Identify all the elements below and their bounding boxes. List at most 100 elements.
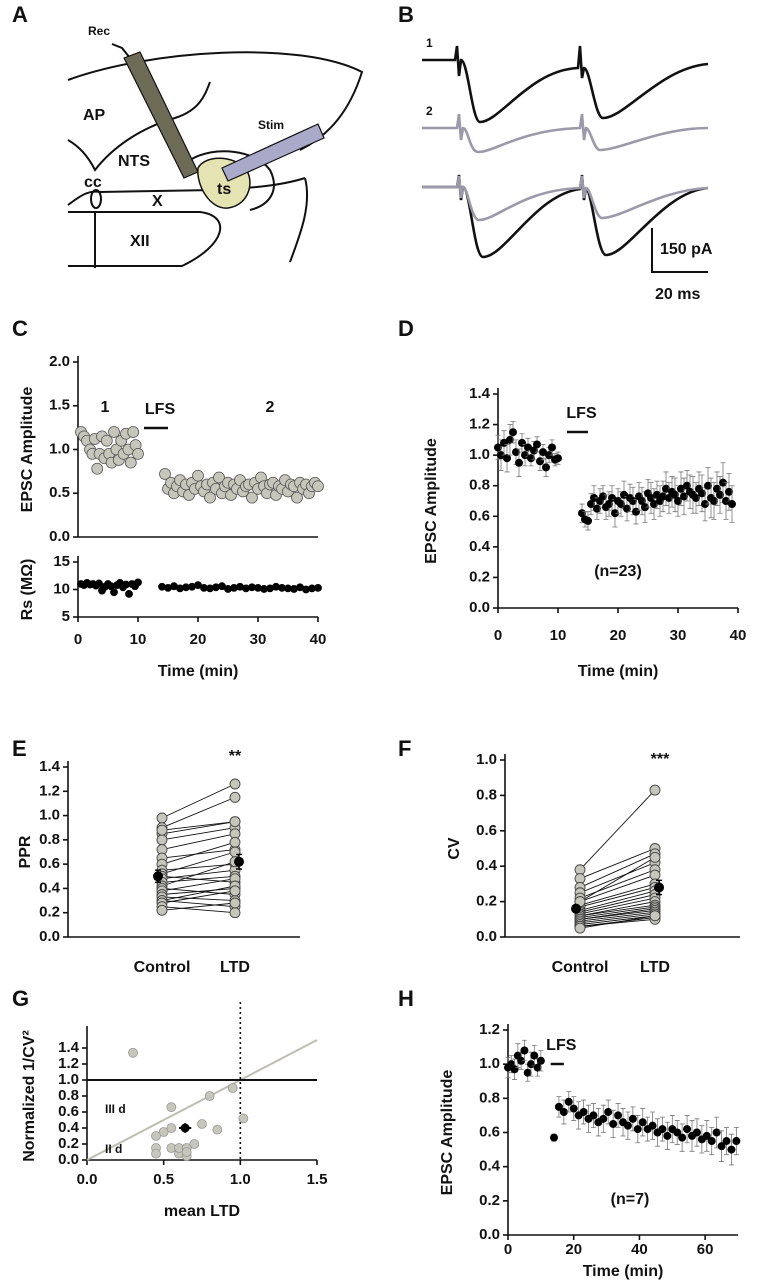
point (536, 457, 544, 466)
diagram-label: Rec (88, 24, 110, 38)
point (229, 791, 241, 803)
point (564, 1097, 573, 1106)
trace (422, 175, 709, 222)
point (246, 491, 258, 504)
pair-line (161, 875, 236, 883)
y-tick-label: 0.8 (469, 477, 490, 494)
point (611, 509, 619, 518)
x-tick-label: Control (552, 959, 609, 976)
x-tick-label: 0 (74, 631, 82, 648)
x-tick-label: 10 (130, 631, 147, 648)
pair-line (161, 900, 236, 908)
point (510, 1065, 519, 1074)
point (542, 463, 550, 472)
point (678, 1133, 687, 1142)
point (110, 588, 118, 597)
pair-line (161, 869, 236, 880)
mean-point (571, 903, 581, 914)
pair-line (579, 883, 656, 906)
y-tick-label: 1.2 (39, 782, 60, 799)
point (132, 447, 144, 460)
y-tick-label: 0.8 (479, 1089, 500, 1106)
y-tick-label: 0.8 (58, 1087, 79, 1104)
point (727, 1145, 736, 1154)
x-tick-label: 1.5 (307, 1171, 328, 1188)
point (533, 440, 541, 449)
point (671, 490, 679, 499)
point (524, 443, 532, 452)
point (716, 490, 724, 499)
point (100, 434, 113, 447)
x-tick-label: 10 (550, 627, 567, 644)
point (181, 1147, 192, 1157)
trace-label: 2 (426, 104, 433, 118)
point (725, 487, 733, 496)
point (638, 1118, 647, 1127)
pair-line (161, 841, 236, 865)
pair-line (579, 789, 656, 871)
mean-point (234, 856, 244, 867)
y-tick-label: 0.0 (476, 928, 497, 945)
point (609, 1119, 618, 1128)
y-tick-label: 1.4 (58, 1039, 80, 1056)
point (617, 500, 625, 509)
y-tick-label: 0.4 (479, 1158, 501, 1175)
slice-outline (189, 150, 275, 211)
y-tick-label: 1.0 (469, 446, 490, 463)
y-tick-label: 0.0 (469, 599, 490, 616)
x-tick-label: 30 (670, 627, 687, 644)
y-axis-title: Normalized 1/CV² (21, 1030, 38, 1162)
point (192, 469, 204, 482)
point (599, 492, 607, 501)
point (649, 910, 661, 922)
y-axis-title: CV (446, 837, 463, 860)
y-tick-label: 0.6 (476, 822, 497, 839)
pair-line (579, 887, 656, 908)
point (156, 834, 168, 846)
point (125, 590, 133, 598)
point (229, 778, 241, 790)
recording-electrode (123, 51, 199, 179)
point (497, 451, 505, 460)
x-tick-label: 30 (250, 631, 267, 648)
point (698, 489, 706, 498)
point (554, 454, 562, 463)
y-tick-label: 1.4 (39, 758, 61, 775)
point (704, 481, 712, 490)
point (517, 1056, 526, 1065)
pair-line (579, 897, 656, 915)
pair-line (579, 853, 656, 888)
point (677, 484, 685, 493)
pair-line (161, 783, 236, 819)
x-tick-label: 40 (631, 1241, 648, 1258)
point (717, 1142, 726, 1151)
y-tick-label: 0.0 (39, 928, 60, 945)
lfs-label: LFS (546, 1037, 577, 1054)
point (506, 435, 514, 444)
y-tick-label: 0.2 (469, 568, 490, 585)
point (663, 1131, 672, 1140)
lfs-label: LFS (145, 401, 176, 418)
panel-label: A (12, 2, 28, 27)
trace (422, 113, 709, 154)
y-tick-label: 0.2 (39, 904, 60, 921)
panel-b: B 1 2 150 pA 20 ms (398, 2, 713, 303)
y-tick-label: 1.0 (476, 751, 497, 768)
point (608, 493, 616, 502)
point (620, 490, 628, 499)
point (314, 583, 322, 592)
point (579, 1108, 588, 1116)
significance: *** (651, 751, 670, 768)
pair-line (579, 856, 656, 902)
y-tick-label: 0.6 (479, 1123, 500, 1140)
y-axis-title: EPSC Amplitude (19, 387, 36, 513)
point (653, 490, 661, 499)
pair-line (161, 885, 236, 902)
point (712, 1128, 721, 1137)
pair-line (161, 851, 236, 875)
point (312, 480, 324, 493)
y-tick-label: 1.2 (479, 1021, 500, 1038)
point (108, 426, 120, 438)
point (707, 1137, 716, 1146)
